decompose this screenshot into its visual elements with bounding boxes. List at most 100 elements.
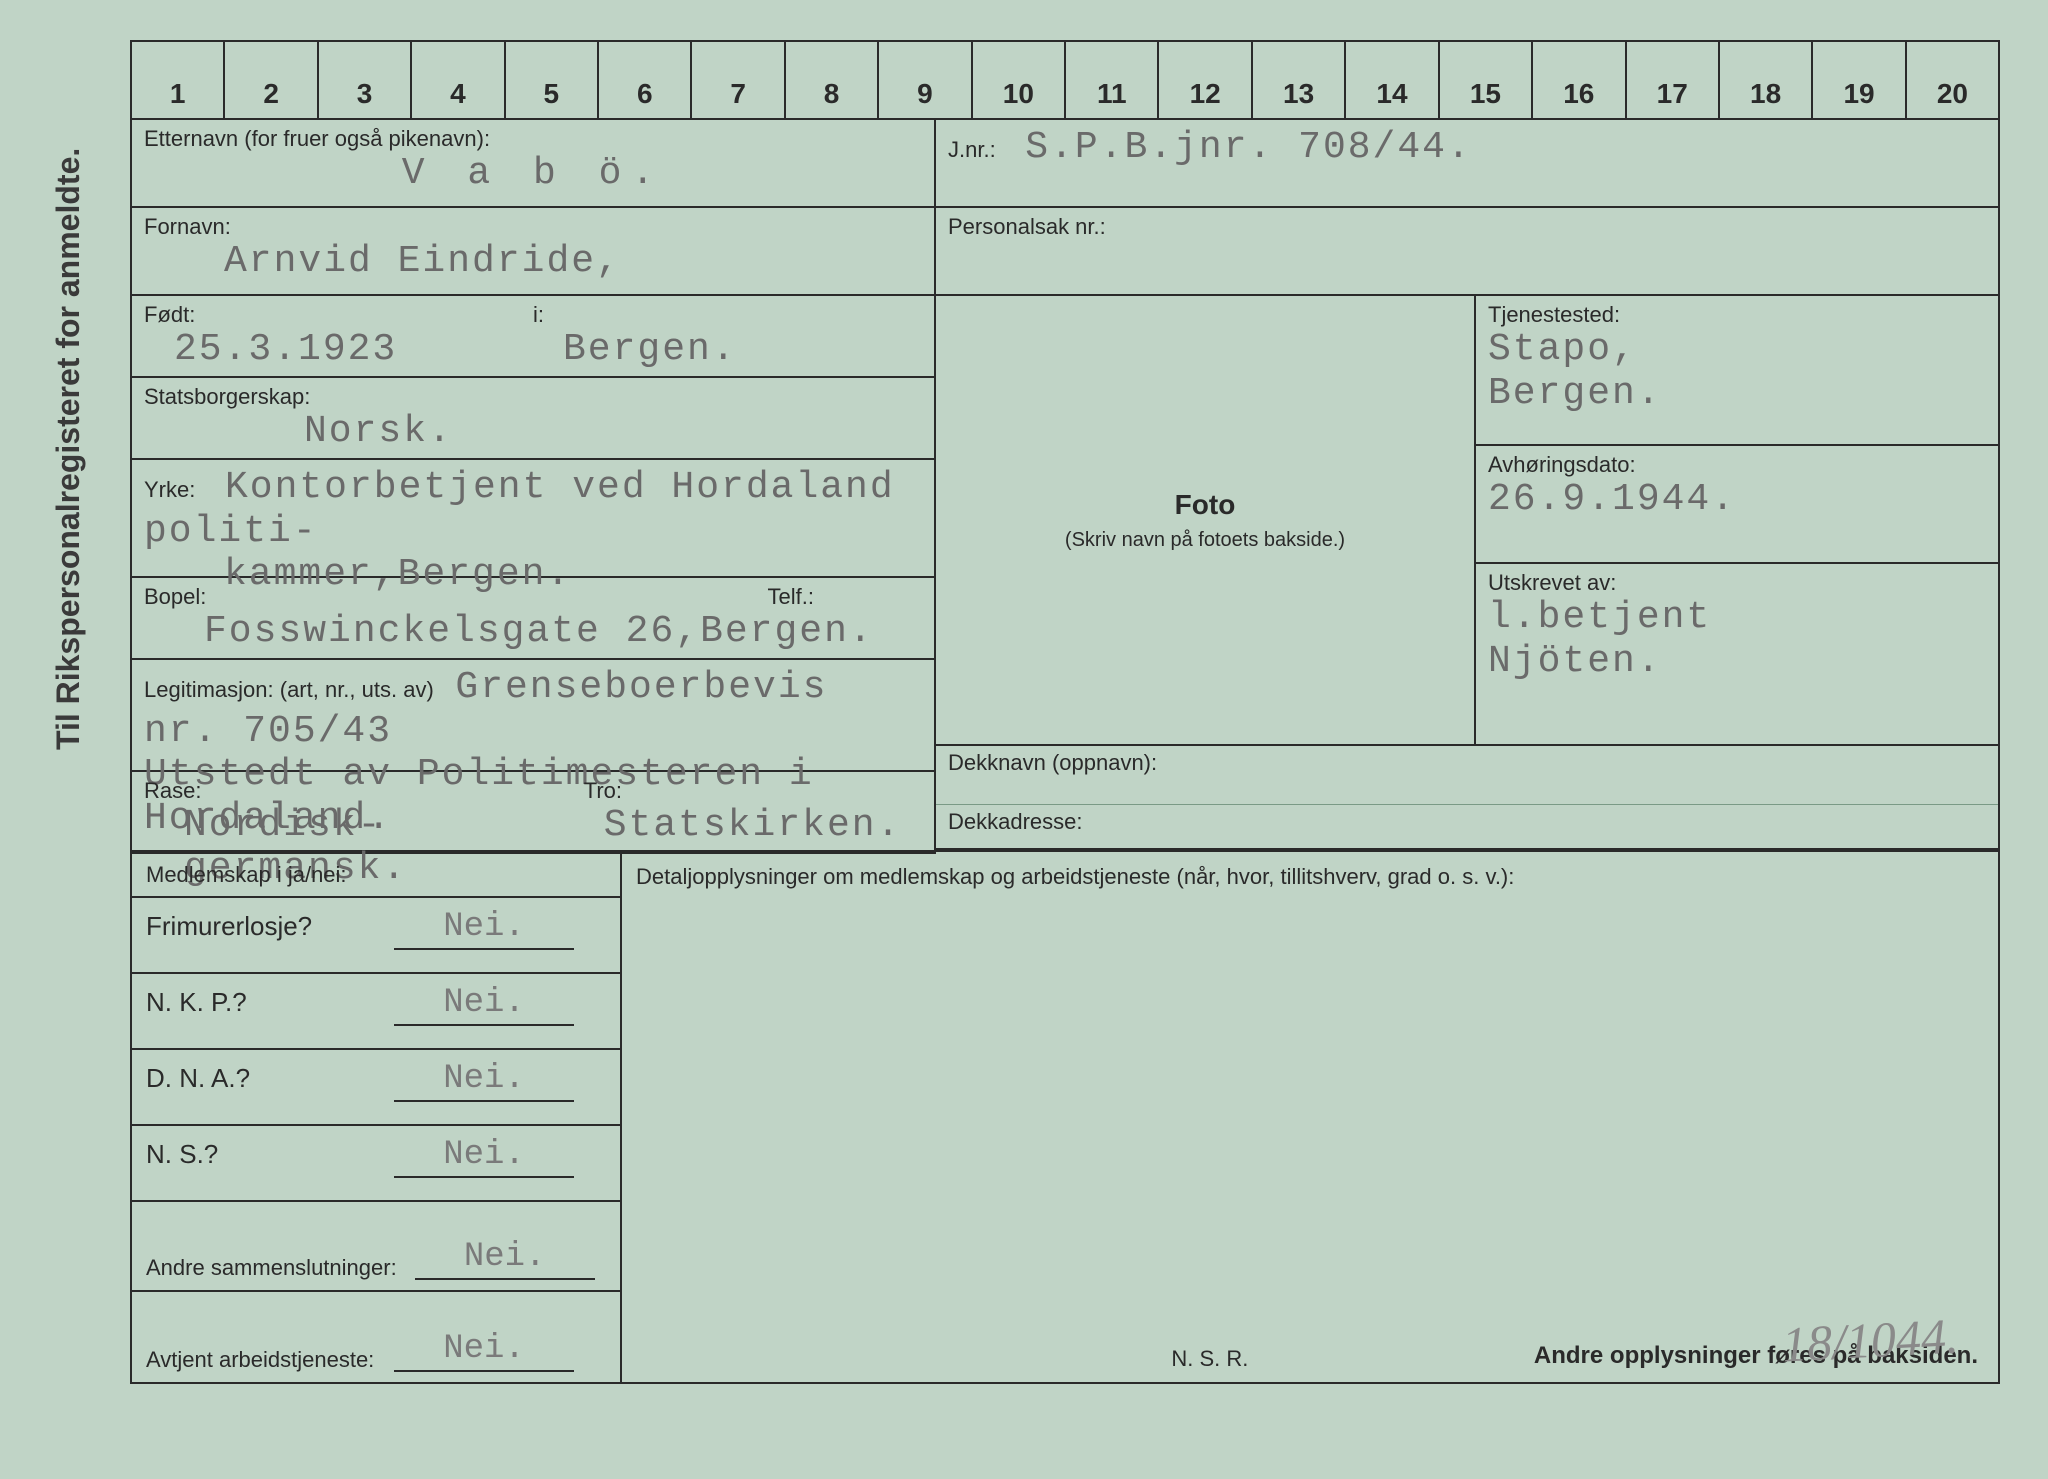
membership-q: N. K. P.? bbox=[146, 987, 376, 1018]
membership-row: Frimurerlosje? Nei. bbox=[132, 898, 620, 974]
born-value: 25.3.1923 bbox=[144, 328, 533, 371]
other-assoc-row: Andre sammenslutninger: Nei. bbox=[132, 1202, 620, 1292]
written-by-value-2: Njöten. bbox=[1488, 640, 1986, 684]
membership-a: Nei. bbox=[394, 1136, 574, 1178]
ruler-cell: 1 bbox=[132, 42, 225, 118]
ruler-cell: 17 bbox=[1627, 42, 1720, 118]
membership-a: Nei. bbox=[394, 984, 574, 1026]
membership-row: D. N. A.? Nei. bbox=[132, 1050, 620, 1126]
interrogation-label: Avhøringsdato: bbox=[1488, 452, 1986, 478]
written-by-value-1: l.betjent bbox=[1488, 596, 1986, 640]
ruler-cell: 18 bbox=[1720, 42, 1813, 118]
jnr-field: J.nr.: S.P.B.jnr. 708/44. bbox=[936, 120, 1998, 208]
id-field: Legitimasjon: (art, nr., uts. av) Grense… bbox=[132, 660, 934, 772]
station-value-1: Stapo, bbox=[1488, 328, 1986, 372]
ruler-cell: 13 bbox=[1253, 42, 1346, 118]
dekkadresse-field: Dekkadresse: bbox=[936, 804, 1998, 848]
labor-service-a: Nei. bbox=[394, 1330, 574, 1372]
details-box: Detaljopplysninger om medlemskap og arbe… bbox=[622, 854, 1998, 1382]
labor-service-q: Avtjent arbeidstjeneste: bbox=[146, 1348, 376, 1372]
ruler-cell: 10 bbox=[973, 42, 1066, 118]
written-by-label: Utskrevet av: bbox=[1488, 570, 1986, 596]
nsr-label: N. S. R. bbox=[1171, 1346, 1248, 1372]
ruler-cell: 5 bbox=[506, 42, 599, 118]
upper-section: Etternavn (for fruer også pikenavn): V a… bbox=[132, 120, 1998, 854]
vertical-title: Til Rikspersonalregisteret for anmeldte. bbox=[50, 148, 87, 750]
ruler-cell: 9 bbox=[879, 42, 972, 118]
dekknavn-label: Dekknavn (oppnavn): bbox=[948, 750, 1986, 776]
labor-service-row: Avtjent arbeidstjeneste: Nei. bbox=[132, 1292, 620, 1382]
race-label: Rase: bbox=[144, 778, 201, 803]
residence-value: Fosswinckelsgate 26,Bergen. bbox=[144, 610, 922, 653]
handwritten-note: 18/1044. bbox=[1780, 1306, 1959, 1373]
membership-a: Nei. bbox=[394, 908, 574, 950]
dekknavn-field: Dekknavn (oppnavn): bbox=[936, 746, 1998, 804]
membership-column: Medlemskap i ja/nei: Frimurerlosje? Nei.… bbox=[132, 854, 622, 1382]
occupation-label: Yrke: bbox=[144, 477, 195, 503]
interrogation-field: Avhøringsdato: 26.9.1944. bbox=[1476, 446, 1998, 564]
ruler-cell: 8 bbox=[786, 42, 879, 118]
station-value-2: Bergen. bbox=[1488, 372, 1986, 416]
born-label: Født: bbox=[144, 302, 195, 327]
faith-value: Statskirken. bbox=[584, 804, 922, 847]
foto-section: Foto (Skriv navn på fotoets bakside.) Tj… bbox=[936, 296, 1998, 746]
citizenship-label: Statsborgerskap: bbox=[144, 384, 922, 410]
ruler-cell: 7 bbox=[692, 42, 785, 118]
personalsak-label: Personalsak nr.: bbox=[948, 214, 1986, 240]
born-in-value: Bergen. bbox=[533, 328, 922, 371]
left-column: Etternavn (for fruer også pikenavn): V a… bbox=[132, 120, 936, 854]
number-ruler: 1 2 3 4 5 6 7 8 9 10 11 12 13 14 15 16 1… bbox=[132, 42, 1998, 120]
interrogation-value: 26.9.1944. bbox=[1488, 478, 1986, 521]
details-label: Detaljopplysninger om medlemskap og arbe… bbox=[636, 864, 1984, 890]
ruler-cell: 11 bbox=[1066, 42, 1159, 118]
jnr-label: J.nr.: bbox=[948, 137, 996, 162]
membership-q: Frimurerlosje? bbox=[146, 911, 376, 942]
membership-row: N. K. P.? Nei. bbox=[132, 974, 620, 1050]
firstname-field: Fornavn: Arnvid Eindride, bbox=[132, 208, 934, 296]
written-by-field: Utskrevet av: l.betjent Njöten. bbox=[1476, 564, 1998, 746]
ruler-cell: 19 bbox=[1813, 42, 1906, 118]
foto-box: Foto (Skriv navn på fotoets bakside.) bbox=[936, 296, 1476, 746]
right-stack: Tjenestested: Stapo, Bergen. Avhøringsda… bbox=[1476, 296, 1998, 746]
other-assoc-q: Andre sammenslutninger: bbox=[146, 1256, 397, 1280]
station-field: Tjenestested: Stapo, Bergen. bbox=[1476, 296, 1998, 446]
membership-header: Medlemskap i ja/nei: bbox=[132, 854, 620, 898]
ruler-cell: 3 bbox=[319, 42, 412, 118]
surname-label: Etternavn (for fruer også pikenavn): bbox=[144, 126, 922, 152]
personalsak-field: Personalsak nr.: bbox=[936, 208, 1998, 296]
foto-title: Foto bbox=[1175, 489, 1236, 521]
citizenship-value: Norsk. bbox=[144, 410, 922, 453]
ruler-cell: 14 bbox=[1346, 42, 1439, 118]
ruler-cell: 20 bbox=[1907, 42, 1998, 118]
dekk-section: Dekknavn (oppnavn): Dekkadresse: bbox=[936, 746, 1998, 852]
telf-label: Telf.: bbox=[768, 584, 814, 610]
citizenship-field: Statsborgerskap: Norsk. bbox=[132, 378, 934, 460]
membership-q: D. N. A.? bbox=[146, 1063, 376, 1094]
ruler-cell: 16 bbox=[1533, 42, 1626, 118]
faith-label: Tro: bbox=[584, 778, 622, 803]
born-field: Født: 25.3.1923 i: Bergen. bbox=[132, 296, 934, 378]
surname-value: V a b ö. bbox=[144, 152, 922, 195]
residence-label: Bopel: bbox=[144, 584, 206, 610]
membership-q: N. S.? bbox=[146, 1139, 376, 1170]
membership-row: N. S.? Nei. bbox=[132, 1126, 620, 1202]
membership-header-label: Medlemskap i ja/nei: bbox=[146, 862, 606, 888]
jnr-value: S.P.B.jnr. 708/44. bbox=[1005, 126, 1471, 169]
ruler-cell: 15 bbox=[1440, 42, 1533, 118]
ruler-cell: 2 bbox=[225, 42, 318, 118]
firstname-value: Arnvid Eindride, bbox=[144, 240, 922, 283]
bottom-section: Medlemskap i ja/nei: Frimurerlosje? Nei.… bbox=[132, 854, 1998, 1382]
ruler-cell: 6 bbox=[599, 42, 692, 118]
foto-subtitle: (Skriv navn på fotoets bakside.) bbox=[1065, 529, 1345, 552]
occupation-value-1: Kontorbetjent ved Hordaland politi- bbox=[144, 466, 895, 553]
race-faith-field: Rase: Nordisk-germansk. Tro: Statskirken… bbox=[132, 772, 934, 854]
firstname-label: Fornavn: bbox=[144, 214, 922, 240]
station-label: Tjenestested: bbox=[1488, 302, 1986, 328]
registration-card: 1 2 3 4 5 6 7 8 9 10 11 12 13 14 15 16 1… bbox=[130, 40, 2000, 1384]
right-column: J.nr.: S.P.B.jnr. 708/44. Personalsak nr… bbox=[936, 120, 1998, 854]
occupation-field: Yrke: Kontorbetjent ved Hordaland politi… bbox=[132, 460, 934, 578]
membership-a: Nei. bbox=[394, 1060, 574, 1102]
id-label: Legitimasjon: (art, nr., uts. av) bbox=[144, 677, 434, 703]
surname-field: Etternavn (for fruer også pikenavn): V a… bbox=[132, 120, 934, 208]
other-assoc-a: Nei. bbox=[415, 1238, 595, 1280]
